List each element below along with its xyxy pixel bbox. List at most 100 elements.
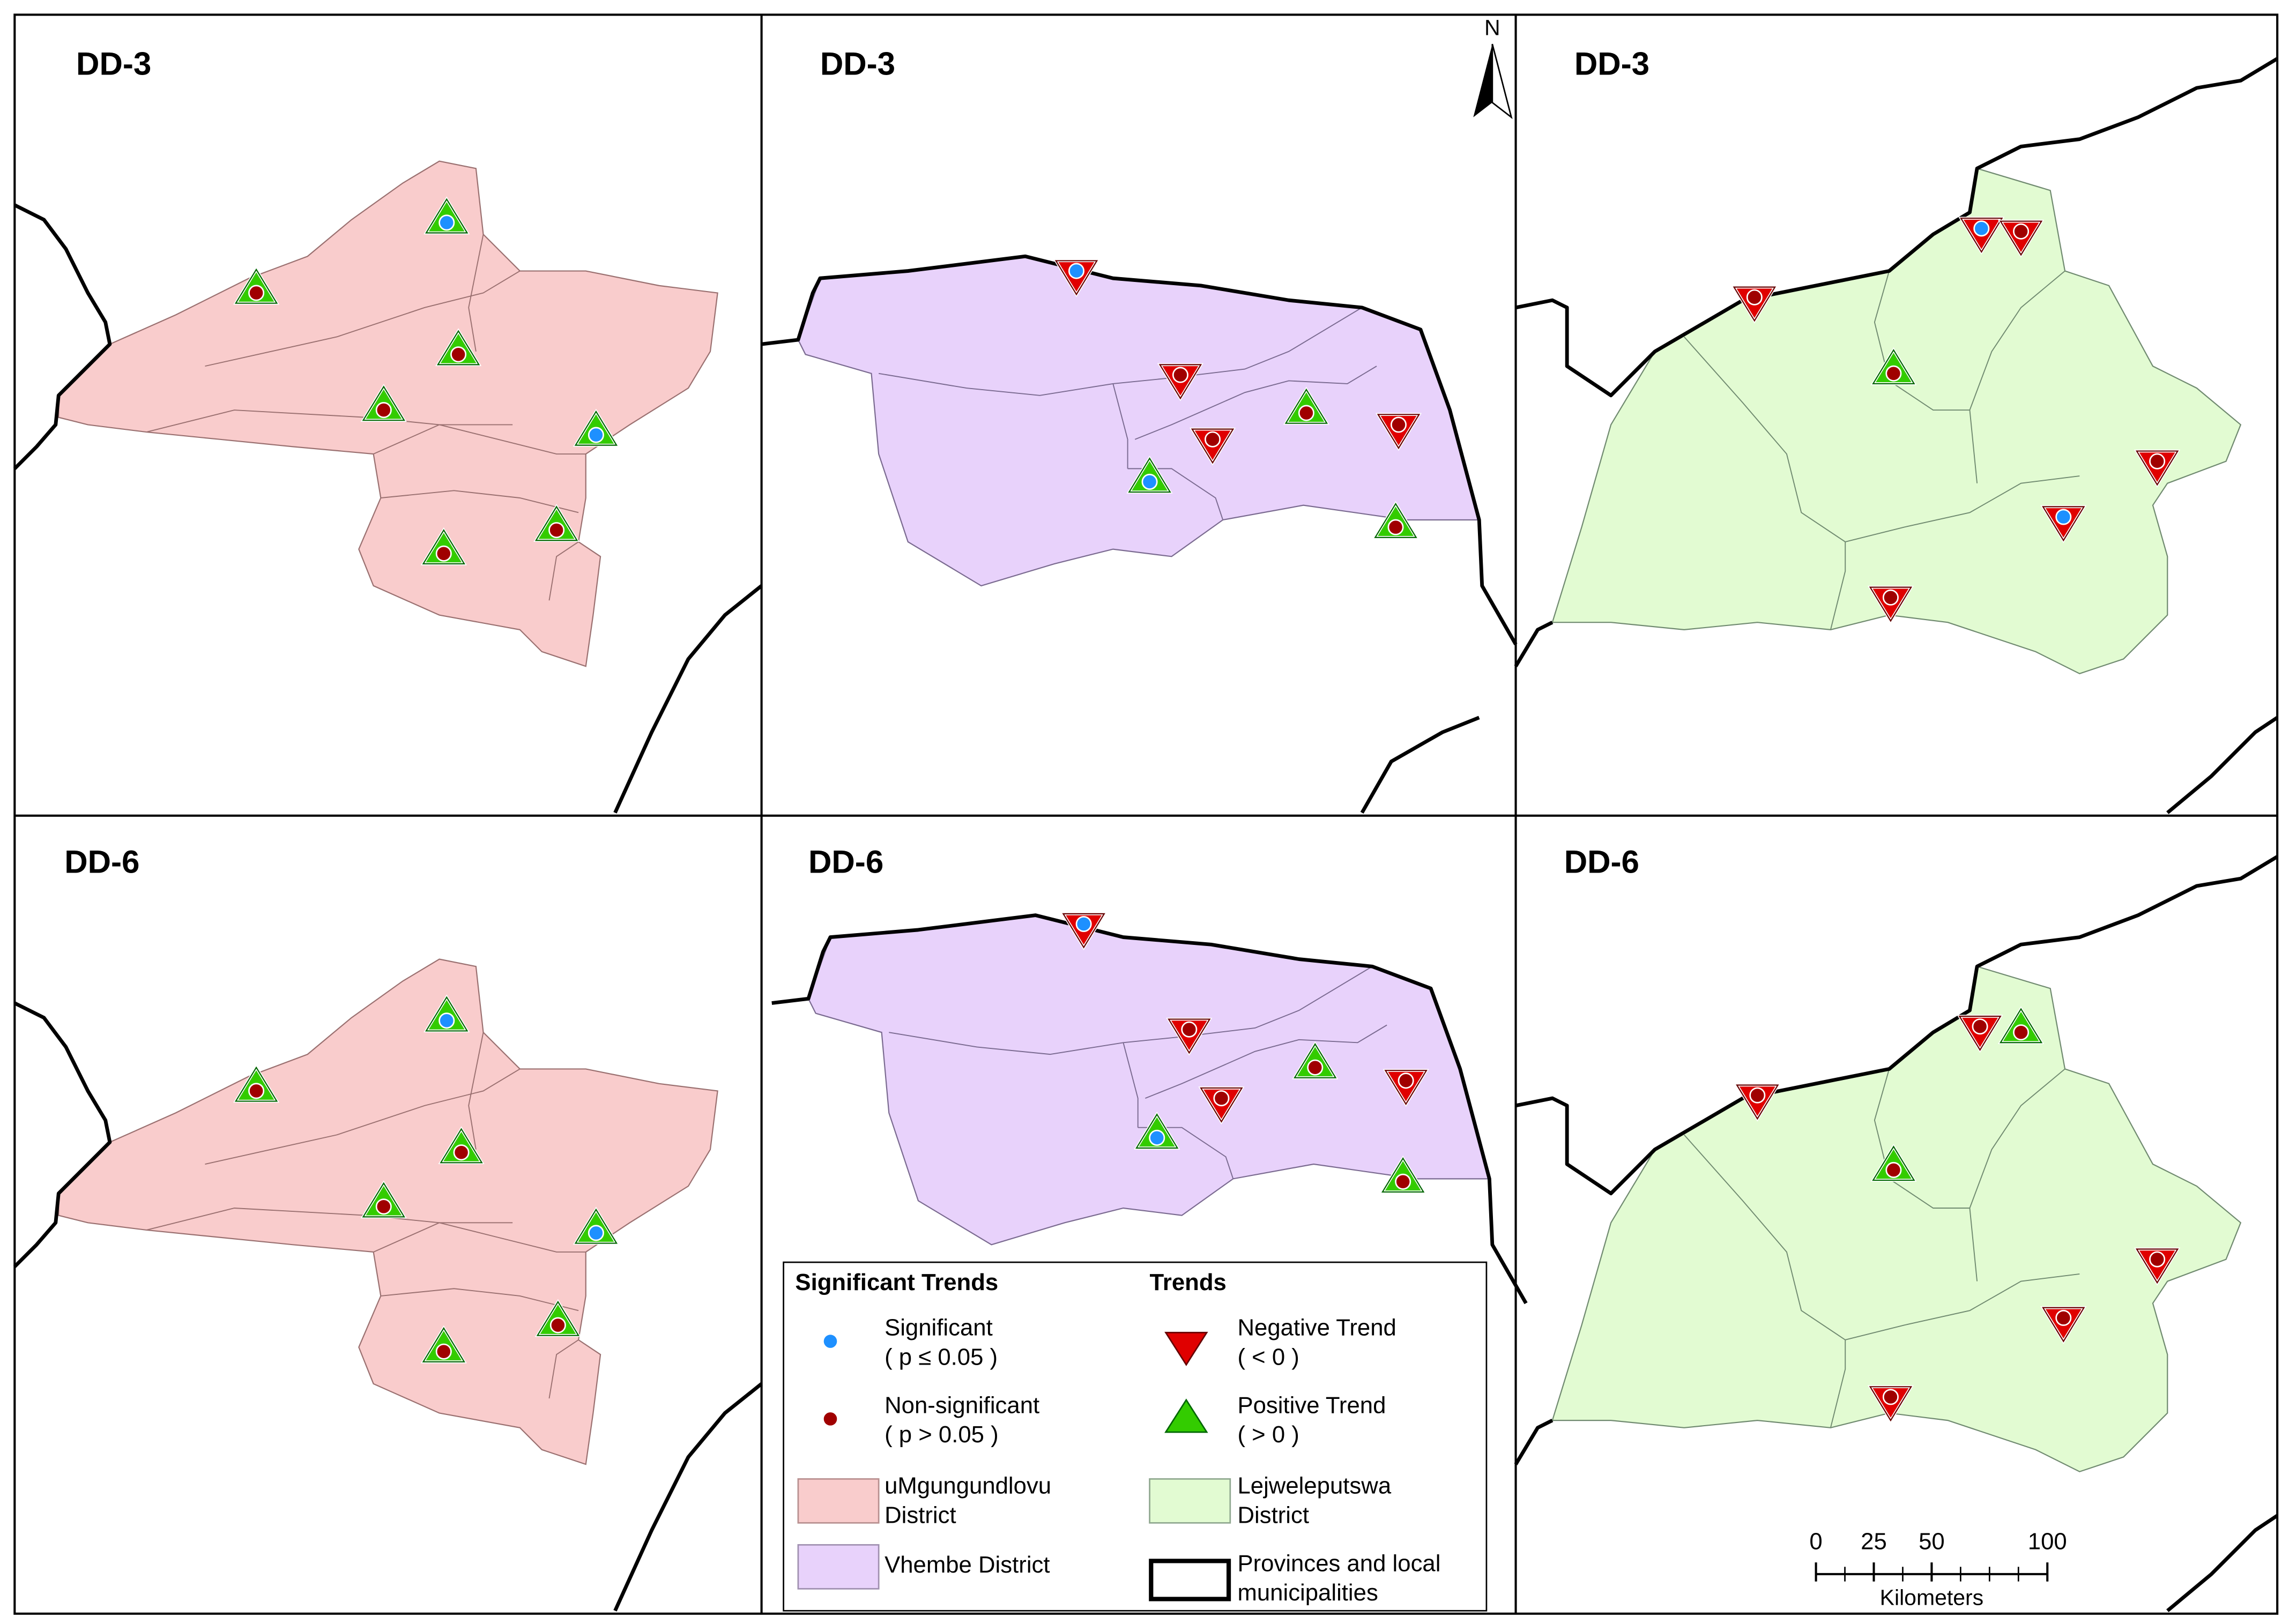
municipal-boundary — [1830, 1339, 1846, 1428]
province-boundary — [761, 254, 1518, 645]
trend-outline — [1062, 913, 1105, 949]
trend-outline — [534, 505, 578, 541]
trend-outline — [1733, 286, 1777, 322]
trend-outline — [1869, 1386, 1913, 1422]
legend-label: Significant — [885, 1315, 993, 1341]
trend-outline — [362, 1182, 405, 1218]
province-boundary — [13, 203, 112, 470]
legend-label: District — [885, 1502, 956, 1528]
non-significant-dot — [375, 402, 392, 419]
north-arrow-right — [1491, 43, 1513, 120]
municipal-boundary — [381, 1288, 579, 1312]
non-significant-dot — [435, 1343, 452, 1360]
legend-label: uMgungundlovu — [885, 1473, 1051, 1499]
trend-outline — [1381, 1157, 1425, 1193]
trend-outline — [440, 1128, 483, 1164]
non-significant-dot — [375, 1198, 392, 1215]
trend-outline — [422, 1327, 465, 1362]
significant-dot — [588, 1225, 604, 1241]
legend-label: Vhembe District — [885, 1552, 1050, 1578]
trend-outline — [234, 1066, 278, 1102]
trend-outline — [1872, 348, 1915, 385]
municipal-boundary — [1874, 271, 1978, 483]
significant-dot — [1141, 473, 1158, 490]
non-significant-dot — [248, 285, 265, 301]
non-significant-dot — [1298, 405, 1314, 421]
panel-title: DD-3 — [76, 46, 151, 81]
legend-symbol — [1149, 1559, 1231, 1601]
trend-outline — [234, 268, 278, 304]
stations — [233, 196, 2181, 1424]
non-significant-dot — [1181, 1021, 1198, 1038]
north-label: N — [1484, 16, 1500, 40]
non-significant-dot — [1972, 1018, 1988, 1035]
trend-outline — [1960, 218, 2003, 254]
province-boundary — [771, 913, 1528, 1305]
non-significant-dot — [450, 346, 467, 363]
municipal-boundary — [1683, 336, 1846, 542]
province-boundary — [1360, 716, 1480, 814]
legend-label: municipalities — [1237, 1580, 1378, 1606]
non-significant-dot — [2149, 453, 2166, 470]
province-boundary — [1514, 1419, 1554, 1465]
legend-label: ( > 0 ) — [1237, 1421, 1299, 1448]
trend-outline — [2042, 1307, 2085, 1343]
municipal-boundary — [1874, 1069, 1978, 1282]
legend-symbol — [1164, 1331, 1208, 1366]
trend-outline — [574, 1208, 618, 1244]
trend-outline — [574, 410, 618, 446]
municipal-boundary — [1969, 270, 2065, 411]
province-boundary — [1515, 855, 2278, 1196]
municipal-boundary — [548, 541, 579, 601]
trend-outline — [1999, 1008, 2043, 1044]
trend-outline — [1958, 1016, 2002, 1052]
province-boundary — [2166, 716, 2279, 814]
trend-outline — [1128, 457, 1171, 493]
legend-symbol — [1149, 1478, 1231, 1524]
panel-title: DD-3 — [820, 46, 895, 81]
non-significant-dot — [1885, 1161, 1902, 1178]
panel-title: DD-6 — [808, 844, 883, 880]
municipal-boundary — [373, 1222, 586, 1253]
municipal-boundary — [373, 424, 586, 455]
non-significant-dot — [435, 545, 452, 562]
municipal-boundary — [1112, 383, 1128, 469]
scale-tick-label: 25 — [1861, 1529, 1887, 1555]
significant-dot — [1149, 1129, 1165, 1146]
trend-outline — [536, 1300, 580, 1336]
non-significant-dot — [1882, 1389, 1899, 1405]
non-significant-dot — [1746, 289, 1763, 306]
non-significant-dot — [1882, 589, 1899, 606]
legend: Significant Trends Trends Significant ( … — [783, 1261, 1488, 1612]
legend-label: District — [1237, 1502, 1309, 1528]
scale-tick-label: 50 — [1919, 1529, 1945, 1555]
municipal-boundary — [878, 307, 1363, 396]
legend-label: ( p ≤ 0.05 ) — [885, 1344, 998, 1370]
panel-frames — [13, 13, 2279, 1615]
trend-outline — [1872, 1145, 1915, 1181]
legend-symbol — [823, 1335, 837, 1348]
province-boundary — [13, 1001, 112, 1268]
legend-label: Provinces and local — [1237, 1551, 1440, 1577]
municipal-boundary — [1969, 1068, 2065, 1209]
legend-heading: Trends — [1150, 1269, 1227, 1295]
municipal-boundary — [1123, 1042, 1139, 1128]
province-boundary — [613, 584, 763, 814]
legend-heading: Significant Trends — [795, 1269, 998, 1295]
non-significant-dot — [1395, 1173, 1411, 1190]
non-significant-dot — [1749, 1087, 1766, 1104]
trend-outline — [1377, 414, 1421, 450]
non-significant-dot — [453, 1144, 470, 1161]
non-significant-dot — [1885, 365, 1902, 382]
trend-outline — [1999, 220, 2043, 256]
municipal-boundary — [1683, 1134, 1846, 1340]
panel-title: DD-3 — [1574, 46, 1649, 81]
non-significant-dot — [2055, 1309, 2072, 1326]
trend-outline — [1869, 586, 1913, 622]
non-significant-dot — [1398, 1072, 1414, 1089]
legend-label: Non-significant — [885, 1392, 1039, 1418]
significant-dot — [439, 1012, 455, 1029]
trend-outline — [1200, 1087, 1243, 1123]
trend-outline — [1284, 388, 1328, 424]
